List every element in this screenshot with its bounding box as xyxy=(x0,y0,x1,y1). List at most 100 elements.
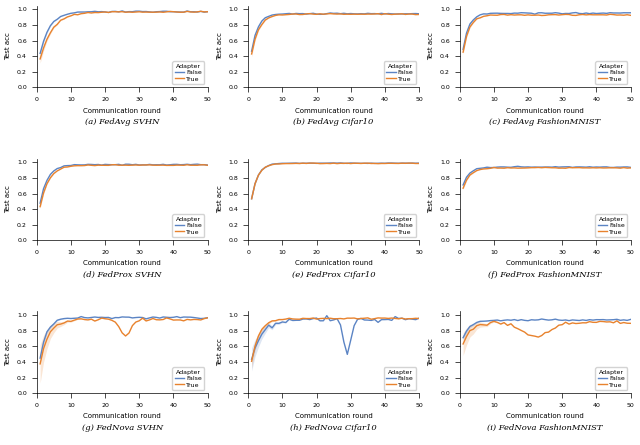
True xyxy=(367,12,375,17)
False xyxy=(292,11,300,16)
True xyxy=(391,161,399,166)
False xyxy=(136,162,143,168)
True xyxy=(163,163,170,168)
False xyxy=(152,315,160,320)
True xyxy=(575,12,583,17)
False xyxy=(531,317,539,323)
True xyxy=(261,165,269,170)
False xyxy=(159,314,167,320)
True xyxy=(579,12,586,17)
True xyxy=(347,161,355,166)
False xyxy=(200,316,208,321)
False xyxy=(129,315,136,320)
True xyxy=(289,161,296,166)
True xyxy=(344,12,351,17)
True xyxy=(371,316,378,321)
False xyxy=(282,320,290,325)
True xyxy=(354,316,362,322)
False xyxy=(476,166,484,171)
True xyxy=(200,316,208,321)
False xyxy=(285,316,293,322)
True xyxy=(527,165,535,170)
True xyxy=(91,10,99,15)
True xyxy=(548,327,556,332)
False xyxy=(200,162,208,167)
True xyxy=(190,317,198,322)
True xyxy=(511,324,518,330)
False xyxy=(84,315,92,320)
False xyxy=(381,161,388,166)
False xyxy=(610,165,618,170)
False xyxy=(347,337,355,343)
True xyxy=(610,165,618,170)
True xyxy=(613,318,621,324)
False xyxy=(101,9,109,15)
False xyxy=(333,316,341,321)
False xyxy=(84,162,92,167)
Line: True: True xyxy=(252,318,419,361)
True xyxy=(255,27,262,32)
False xyxy=(378,317,385,322)
True xyxy=(600,12,607,17)
False xyxy=(480,11,488,16)
False xyxy=(272,320,280,326)
False xyxy=(603,164,611,170)
True xyxy=(166,163,174,168)
False xyxy=(483,165,491,170)
False xyxy=(268,162,276,167)
False xyxy=(398,161,406,166)
True xyxy=(381,316,388,321)
False xyxy=(94,162,102,167)
False xyxy=(600,10,607,16)
False xyxy=(258,18,266,24)
False xyxy=(534,317,542,323)
True xyxy=(568,320,576,326)
True xyxy=(405,316,413,321)
True xyxy=(57,166,65,172)
True xyxy=(309,161,317,166)
True xyxy=(463,178,470,183)
False xyxy=(319,161,327,166)
False xyxy=(385,160,392,166)
False xyxy=(354,317,362,322)
False xyxy=(367,11,375,16)
False xyxy=(364,161,372,166)
True xyxy=(504,165,511,170)
False xyxy=(555,317,563,323)
True xyxy=(156,317,164,323)
False xyxy=(187,162,195,167)
Y-axis label: Test acc: Test acc xyxy=(6,186,12,213)
False xyxy=(53,318,61,323)
True xyxy=(527,12,535,18)
False xyxy=(582,318,590,323)
True xyxy=(333,316,341,321)
False xyxy=(152,162,160,167)
False xyxy=(344,161,351,166)
False xyxy=(364,317,372,323)
False xyxy=(43,329,51,335)
True xyxy=(268,14,276,19)
True xyxy=(500,320,508,325)
True xyxy=(490,12,498,18)
Y-axis label: Test acc: Test acc xyxy=(217,338,223,366)
False xyxy=(486,318,494,323)
True xyxy=(111,320,119,325)
Title: (d) FedProx SVHN: (d) FedProx SVHN xyxy=(83,271,161,279)
True xyxy=(603,12,611,18)
True xyxy=(285,161,293,166)
False xyxy=(486,11,494,16)
True xyxy=(323,316,331,321)
True xyxy=(521,12,529,18)
True xyxy=(340,161,348,166)
Line: True: True xyxy=(40,165,207,206)
True xyxy=(261,17,269,23)
False xyxy=(272,161,280,166)
True xyxy=(378,12,385,17)
True xyxy=(460,341,467,347)
False xyxy=(251,345,259,351)
Line: False: False xyxy=(40,316,207,358)
False xyxy=(309,316,317,321)
False xyxy=(606,10,614,16)
True xyxy=(558,166,566,171)
False xyxy=(333,11,341,16)
